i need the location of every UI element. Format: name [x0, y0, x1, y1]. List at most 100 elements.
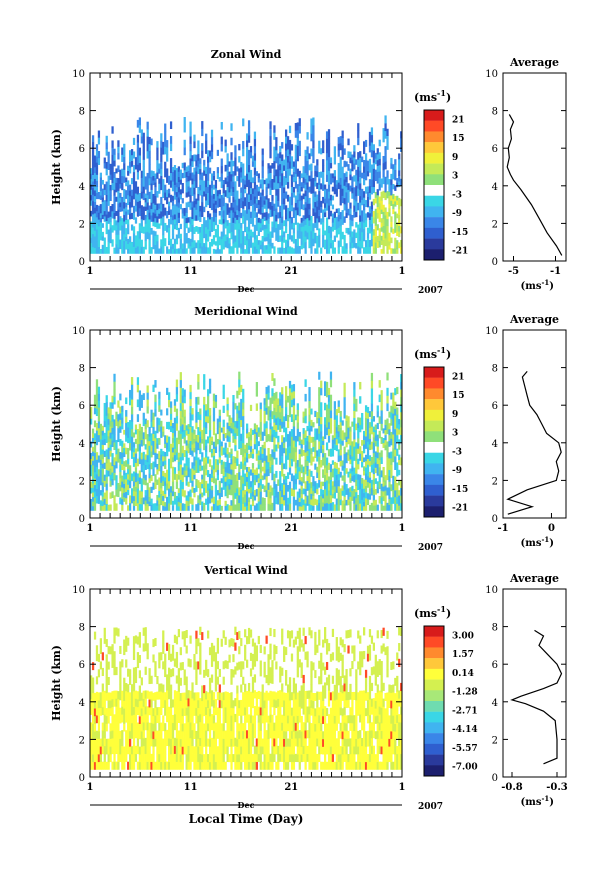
- heatmap-cell: [148, 150, 151, 158]
- heatmap-cell: [374, 236, 377, 243]
- heatmap-cell: [380, 204, 383, 210]
- heatmap-cell: [91, 451, 95, 457]
- heatmap-cell: [189, 391, 192, 400]
- heatmap-cell: [339, 433, 342, 439]
- heatmap-cell: [240, 412, 243, 421]
- heatmap-cell: [267, 183, 270, 189]
- heatmap-cell: [308, 387, 311, 395]
- heatmap-cell: [333, 413, 336, 420]
- heatmap-cell: [189, 447, 192, 455]
- heatmap-cell: [113, 160, 116, 167]
- heatmap-cell: [345, 161, 348, 167]
- heatmap-cell: [324, 453, 327, 461]
- heatmap-cell: [263, 410, 266, 418]
- heatmap-cell: [168, 473, 171, 482]
- heatmap-cell: [136, 636, 140, 645]
- heatmap-cell: [226, 175, 229, 182]
- heatmap-cell: [246, 467, 249, 473]
- heatmap-cell: [273, 210, 276, 219]
- heatmap-cell: [230, 453, 233, 460]
- heatmap-cell: [99, 692, 102, 701]
- heatmap-cell: [99, 754, 102, 763]
- heatmap-cell: [251, 472, 255, 478]
- heatmap-cell: [265, 232, 268, 238]
- heatmap-cell: [129, 754, 132, 763]
- y-tick-label: 8: [79, 107, 85, 118]
- heatmap-cell: [95, 168, 99, 175]
- heatmap-cell: [127, 699, 130, 708]
- heatmap-cell: [292, 212, 296, 218]
- heatmap-cell: [398, 170, 401, 176]
- x-tick-label: 1: [87, 266, 94, 277]
- heatmap-cell: [207, 180, 210, 187]
- heatmap-cell: [372, 499, 375, 506]
- heatmap-cell: [93, 497, 97, 505]
- heatmap-cell: [93, 746, 97, 755]
- heatmap-cell: [103, 737, 106, 747]
- heatmap-cell: [199, 158, 202, 164]
- heatmap-cell: [136, 691, 140, 700]
- heatmap-cell: [90, 706, 93, 715]
- heatmap-cell: [296, 191, 299, 200]
- heatmap-cell: [162, 470, 165, 477]
- heatmap-cell: [191, 241, 194, 248]
- heatmap-cell: [212, 455, 216, 463]
- heatmap-cell: [322, 228, 325, 235]
- heatmap-cell: [286, 155, 290, 163]
- heatmap-cell: [216, 201, 219, 208]
- heatmap-cell: [277, 498, 280, 505]
- heatmap-cell: [322, 159, 325, 166]
- heatmap-cell: [267, 198, 270, 204]
- heatmap-cell: [95, 186, 99, 194]
- heatmap-cell: [398, 175, 401, 182]
- heatmap-cell: [283, 181, 286, 188]
- heatmap-cell: [253, 131, 257, 140]
- heatmap-cell: [359, 489, 362, 497]
- heatmap-cell: [253, 181, 257, 190]
- heatmap-cell: [378, 171, 381, 178]
- heatmap-cell: [93, 465, 97, 473]
- heatmap-cell: [259, 402, 262, 410]
- heatmap-cell: [195, 242, 198, 249]
- heatmap-cell: [179, 194, 182, 200]
- heatmap-cell: [292, 238, 296, 244]
- colorbar-swatch: [424, 152, 444, 164]
- heatmap-cell: [187, 500, 190, 506]
- heatmap-cell: [138, 390, 141, 398]
- heatmap-cell: [222, 180, 225, 185]
- heatmap-cell: [150, 706, 153, 716]
- heatmap-cell: [127, 165, 130, 171]
- heatmap-cell: [302, 504, 305, 511]
- heatmap-cell: [146, 489, 149, 497]
- heatmap-cell: [275, 137, 278, 144]
- heatmap-cell: [320, 438, 323, 446]
- heatmap-cell: [349, 242, 352, 249]
- heatmap-cell: [228, 212, 231, 218]
- heatmap-cell: [127, 479, 130, 485]
- heatmap-cell: [169, 165, 173, 174]
- heatmap-cell: [322, 457, 325, 462]
- heatmap-cell: [177, 497, 180, 502]
- heatmap-cell: [341, 231, 344, 240]
- heatmap-cell: [234, 444, 237, 452]
- heatmap-cell: [378, 495, 381, 504]
- heatmap-cell: [146, 209, 149, 218]
- heatmap-cell: [91, 455, 95, 461]
- heatmap-cell: [119, 202, 122, 208]
- heatmap-cell: [263, 249, 266, 254]
- heatmap-cell: [113, 373, 116, 382]
- heatmap-cell: [226, 491, 229, 499]
- heatmap-cell: [189, 496, 192, 504]
- heatmap-cell: [251, 204, 255, 211]
- heatmap-cell: [189, 172, 192, 181]
- heatmap-cell: [257, 208, 260, 214]
- heatmap-cell: [253, 167, 257, 175]
- heatmap-cell: [168, 240, 171, 246]
- heatmap-cell: [177, 191, 180, 198]
- heatmap-cell: [113, 396, 116, 405]
- heatmap-cell: [242, 463, 245, 471]
- profile-y-tick-label: 6: [492, 144, 498, 155]
- heatmap-cell: [125, 428, 128, 436]
- heatmap-cell: [144, 236, 147, 241]
- profile-y-tick-label: 2: [492, 476, 498, 487]
